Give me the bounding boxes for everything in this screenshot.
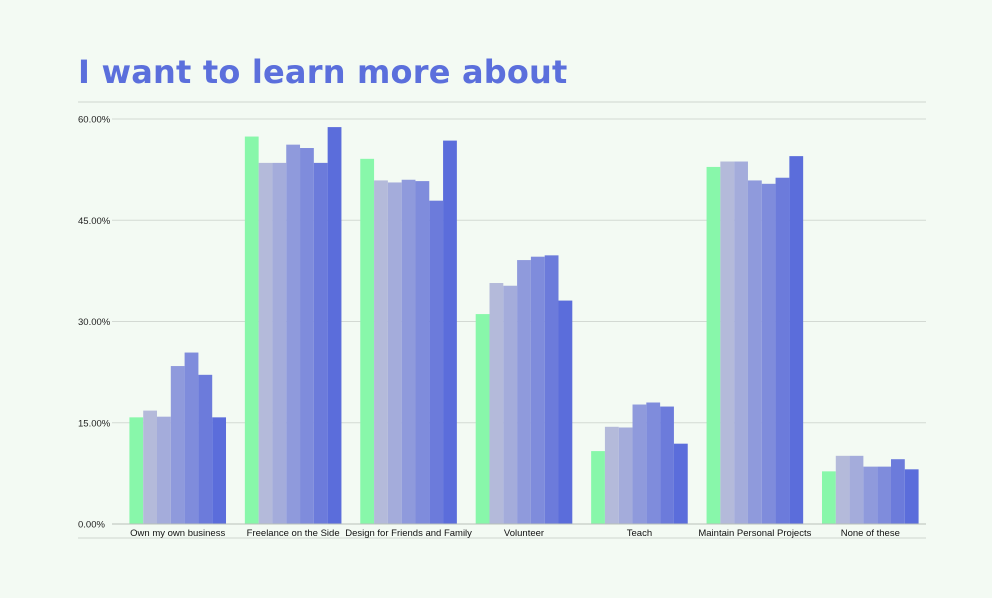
bar bbox=[558, 300, 573, 524]
y-tick-label: 15.00% bbox=[78, 418, 111, 429]
bar bbox=[170, 366, 185, 524]
bar bbox=[849, 455, 864, 524]
bar bbox=[706, 166, 721, 524]
bar bbox=[327, 127, 342, 524]
x-tick-label: Volunteer bbox=[504, 528, 544, 539]
bar bbox=[904, 469, 919, 524]
chart-title: I want to learn more about bbox=[78, 53, 568, 91]
bar bbox=[747, 180, 762, 524]
bar bbox=[877, 466, 891, 525]
bar bbox=[632, 404, 647, 524]
bar bbox=[734, 161, 748, 524]
bar bbox=[489, 283, 504, 524]
y-tick-label: 30.00% bbox=[78, 317, 111, 328]
bar bbox=[761, 183, 776, 525]
bar bbox=[415, 181, 430, 524]
bar bbox=[503, 285, 518, 524]
bar bbox=[429, 200, 444, 524]
y-tick-label: 60.00% bbox=[78, 115, 111, 126]
bar bbox=[775, 177, 790, 525]
x-axis: Own my own business Freelance on the Side… bbox=[112, 523, 926, 539]
x-tick-label: None of these bbox=[841, 528, 900, 539]
y-tick-label: 0.00% bbox=[78, 520, 105, 531]
x-tick-label: Freelance on the Side bbox=[247, 528, 340, 539]
y-axis: 0.00% 15.00% 30.00% 45.00% 60.00% bbox=[78, 115, 111, 531]
bar bbox=[544, 255, 559, 524]
bar bbox=[286, 144, 301, 524]
bar bbox=[475, 314, 490, 524]
bar bbox=[789, 156, 804, 525]
y-tick-label: 45.00% bbox=[78, 216, 111, 227]
bar bbox=[374, 180, 388, 524]
bar bbox=[890, 459, 905, 524]
bar bbox=[198, 374, 213, 524]
bar bbox=[604, 426, 619, 524]
bar bbox=[517, 260, 531, 524]
bar bbox=[835, 455, 850, 524]
bar bbox=[863, 466, 878, 525]
x-tick-label: Maintain Personal Projects bbox=[698, 528, 811, 539]
bar bbox=[660, 406, 674, 524]
x-tick-label: Teach bbox=[627, 528, 652, 539]
bar bbox=[157, 416, 171, 524]
bar bbox=[618, 427, 633, 524]
x-tick-label: Own my own business bbox=[130, 528, 225, 539]
bar bbox=[143, 410, 158, 524]
bar bbox=[821, 471, 836, 524]
bar bbox=[272, 162, 287, 525]
bar bbox=[129, 417, 144, 524]
bar bbox=[258, 162, 273, 525]
bar bbox=[646, 402, 661, 524]
x-tick-label: Design for Friends and Family bbox=[345, 528, 472, 539]
bar bbox=[401, 179, 416, 524]
bar bbox=[212, 417, 227, 524]
bar bbox=[313, 162, 328, 525]
bars bbox=[129, 127, 919, 525]
bar bbox=[530, 256, 545, 524]
bar bbox=[673, 443, 688, 524]
bar bbox=[387, 182, 402, 524]
bar bbox=[591, 451, 605, 524]
bar bbox=[360, 158, 375, 524]
bar bbox=[720, 161, 735, 524]
bar bbox=[184, 352, 199, 524]
bar bbox=[244, 136, 259, 525]
bar bbox=[300, 148, 314, 524]
bar bbox=[443, 140, 457, 524]
